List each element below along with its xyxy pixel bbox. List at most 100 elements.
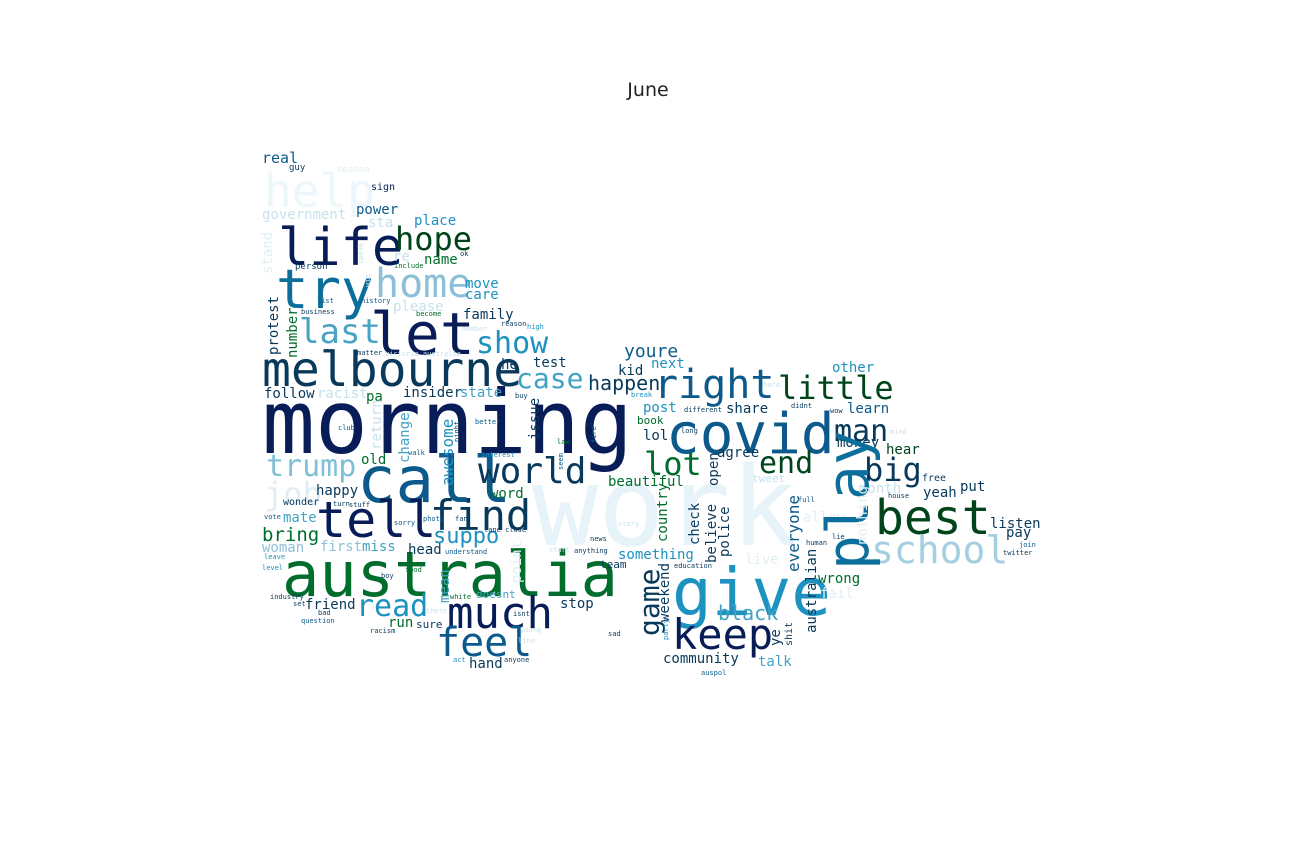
cloud-word-racism: racism: [370, 627, 395, 635]
cloud-word-hope: hope: [395, 220, 472, 258]
cloud-word-isnt: isnt: [513, 610, 530, 618]
cloud-word-end: end: [759, 446, 813, 481]
cloud-word-boy: boy: [381, 572, 394, 580]
cloud-word-sign: sign: [371, 182, 395, 193]
cloud-word-hard: hard: [763, 381, 780, 389]
cloud-word-suppo: suppo: [433, 524, 499, 549]
cloud-word-miss: miss: [362, 539, 396, 555]
cloud-word-join: join: [1019, 541, 1036, 549]
cloud-word-let: let: [370, 300, 475, 368]
cloud-word-leave: leave: [264, 553, 285, 561]
cloud-word-auspol: auspol: [701, 669, 726, 677]
cloud-word-awesome: awesome: [438, 419, 457, 486]
cloud-word-wonder: wonder: [283, 497, 319, 508]
cloud-word-break: break: [631, 391, 653, 399]
cloud-word-person: person: [295, 262, 328, 272]
cloud-word-news: news: [590, 535, 607, 543]
cloud-word-show: show: [476, 326, 549, 361]
cloud-word-level: level: [262, 564, 283, 572]
cloud-word-win: win: [364, 274, 372, 287]
cloud-word-word: word: [490, 486, 524, 502]
cloud-word-book: book: [637, 414, 664, 427]
cloud-word-listen: listen: [990, 516, 1041, 532]
cloud-word-learn: learn: [847, 401, 889, 417]
cloud-word-sorry: sorry: [394, 519, 415, 527]
cloud-word-hear: hear: [886, 442, 920, 458]
cloud-word-fire: fire: [590, 426, 598, 443]
cloud-word-victoria-australia: victoria australia: [385, 350, 461, 358]
cloud-word-number: number: [285, 307, 301, 358]
cloud-word-australian: australian: [804, 549, 820, 633]
cloud-word-vote: vote: [264, 513, 281, 521]
cloud-word-check: check: [687, 502, 703, 545]
cloud-word-other: other: [832, 360, 874, 376]
cloud-word-follow: follow: [264, 386, 315, 402]
cloud-word-morning: morning: [262, 371, 633, 474]
cloud-word-find: find: [430, 491, 531, 540]
cloud-word-night: night: [453, 421, 461, 442]
cloud-word-everyone: everyone: [784, 495, 803, 572]
cloud-word-police: police: [717, 506, 733, 557]
cloud-word-youre: youre: [624, 341, 678, 362]
cloud-word-party: party: [662, 619, 670, 640]
cloud-word-world: world: [478, 451, 586, 492]
cloud-word-please: please: [393, 299, 444, 315]
cloud-word-call: call: [357, 444, 511, 518]
cloud-word-industry: industry: [270, 593, 304, 601]
cloud-word-work: work: [532, 443, 797, 571]
cloud-word-change: change: [397, 412, 413, 463]
cloud-word-list: list: [317, 297, 334, 305]
cloud-word-best: best: [875, 490, 991, 546]
cloud-word-mean: mean: [437, 569, 453, 603]
cloud-word-melbourne: melbourne: [262, 342, 522, 398]
cloud-word-government: government: [262, 207, 346, 223]
cloud-word-black: black: [718, 601, 778, 625]
cloud-word-sta: sta: [368, 215, 393, 231]
cloud-word-high: high: [527, 323, 544, 331]
cloud-word-hand: hand: [469, 656, 503, 672]
cloud-word-sad: sad: [608, 630, 621, 638]
cloud-word-become: become: [416, 310, 441, 318]
cloud-word-include: include: [394, 262, 424, 270]
cloud-word-pa: pa: [366, 389, 383, 405]
cloud-word-school: school: [871, 528, 1008, 572]
cloud-word-trump: trump: [266, 449, 356, 484]
cloud-word-power: power: [356, 202, 398, 218]
cloud-word-give: give: [672, 554, 831, 631]
cloud-word-white: white: [450, 593, 471, 601]
cloud-word-state: state: [460, 385, 502, 401]
cloud-word-agree: agree: [717, 445, 759, 461]
cloud-word-lot: lot: [644, 445, 702, 483]
cloud-word-better: better: [475, 418, 500, 426]
cloud-word-education: education: [674, 562, 712, 570]
cloud-word-different: different: [684, 406, 722, 414]
cloud-word-man: man: [834, 414, 888, 449]
cloud-word-shit: shit: [784, 622, 795, 646]
cloud-word-wrong: wrong: [818, 571, 860, 587]
cloud-word-house: house: [888, 492, 909, 500]
cloud-word-insider: insider: [403, 385, 462, 401]
cloud-word-happen: happen: [588, 371, 660, 395]
cloud-word-line: line: [518, 637, 535, 645]
cloud-word-story: story: [618, 520, 639, 528]
cloud-word-long: long: [681, 427, 698, 435]
cloud-word-old: old: [361, 452, 386, 468]
chart-title: June: [627, 79, 669, 101]
cloud-word-stop: stop: [560, 596, 594, 612]
cloud-word-free: free: [922, 473, 946, 484]
cloud-word-sure: sure: [416, 618, 443, 631]
cloud-word-open: open: [706, 452, 722, 486]
cloud-word-weekend: weekend: [657, 563, 673, 622]
cloud-word-issue: issue: [527, 398, 543, 440]
cloud-word-understand: understand: [445, 548, 487, 556]
cloud-word-full: full: [798, 496, 815, 504]
cloud-word-run: run: [388, 615, 413, 631]
cloud-word-covid: covid: [666, 402, 835, 467]
cloud-word-head: head: [408, 542, 442, 558]
cloud-word-month: month: [859, 481, 901, 497]
cloud-word-anything: anything: [574, 547, 608, 555]
cloud-word-racist: racist: [317, 386, 368, 402]
cloud-word-money: money: [837, 435, 879, 451]
cloud-word-mind: mind: [890, 428, 907, 436]
